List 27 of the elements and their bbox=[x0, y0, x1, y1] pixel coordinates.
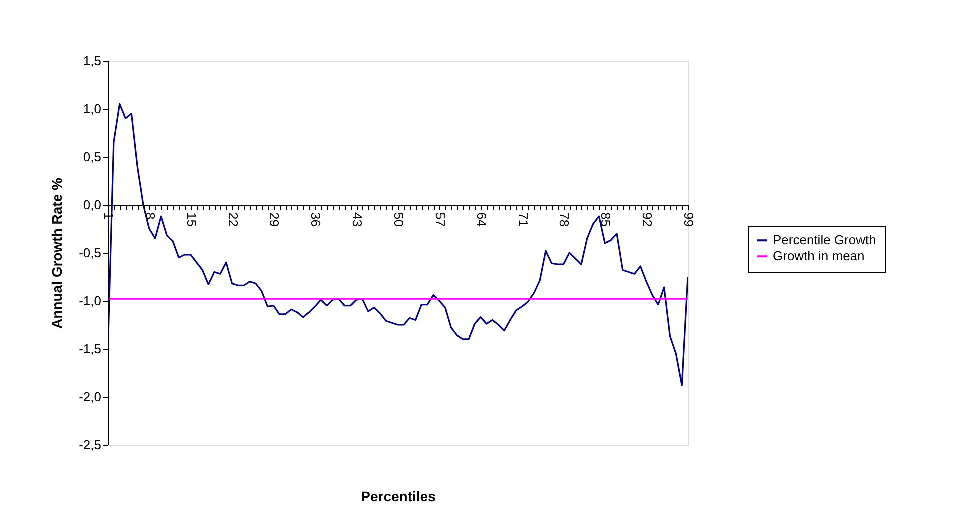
x-tick-label: 64 bbox=[474, 212, 490, 227]
y-tick-label: 0,5 bbox=[83, 150, 102, 164]
x-tick-label: 36 bbox=[308, 212, 324, 227]
y-tick-label: 1,0 bbox=[83, 102, 102, 116]
x-tick-label: 78 bbox=[557, 212, 572, 227]
x-tick-label: 71 bbox=[516, 212, 531, 227]
y-tick-label: -0,5 bbox=[79, 246, 102, 260]
x-axis-title: Percentiles bbox=[361, 488, 436, 504]
x-tick-label: 92 bbox=[640, 212, 656, 227]
y-tick-label: -2,5 bbox=[79, 438, 102, 452]
x-tick-label: 99 bbox=[682, 212, 696, 227]
x-tick-label: 8 bbox=[142, 212, 158, 220]
legend-label: Growth in mean bbox=[773, 248, 865, 264]
y-tick-label: 0,0 bbox=[83, 198, 102, 212]
x-tick-label: 57 bbox=[432, 212, 448, 227]
x-tick-label: 22 bbox=[226, 212, 241, 227]
x-tick-label: 43 bbox=[350, 212, 366, 227]
y-tick-label: 1,5 bbox=[83, 54, 102, 68]
y-tick-label: -2,0 bbox=[79, 390, 102, 404]
x-tick-label: 29 bbox=[267, 212, 282, 227]
y-tick-label: -1,5 bbox=[79, 342, 102, 356]
x-tick-label: 50 bbox=[392, 212, 406, 227]
y-axis-title: Annual Growth Rate % bbox=[49, 178, 66, 329]
x-tick-label: 15 bbox=[184, 212, 200, 227]
x-tick-label: 85 bbox=[598, 212, 614, 227]
legend-label: Percentile Growth bbox=[773, 232, 876, 248]
y-tick-label: -1,0 bbox=[79, 294, 102, 308]
